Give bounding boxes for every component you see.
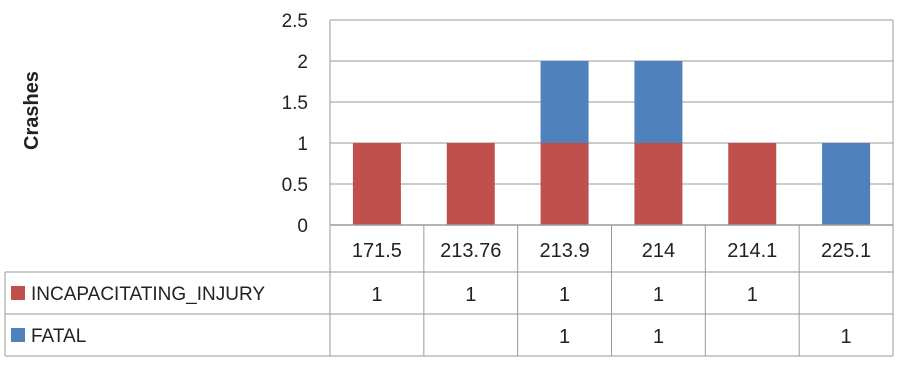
y-tick-label: 0	[297, 216, 308, 237]
bar-incapacitating-injury	[352, 143, 401, 225]
x-tick-label: 213.76	[440, 240, 501, 262]
data-label: 1	[747, 284, 758, 306]
bar-fatal	[822, 143, 871, 225]
bar-incapacitating-injury	[446, 143, 495, 225]
x-tick-label: 213.9	[540, 240, 590, 262]
x-tick-label: 214.1	[727, 240, 777, 262]
data-label: 1	[653, 326, 664, 348]
bar-fatal	[540, 61, 589, 143]
x-tick-label: 225.1	[821, 240, 871, 262]
data-label: 1	[465, 284, 476, 306]
y-tick-label: 2.5	[282, 11, 308, 32]
legend-key	[11, 328, 25, 342]
bar-incapacitating-injury	[728, 143, 777, 225]
bar-fatal	[634, 61, 683, 143]
y-tick-label: 0.5	[282, 175, 308, 196]
data-label: 1	[559, 284, 570, 306]
y-tick-label: 1.5	[282, 93, 308, 114]
legend-label: FATAL	[31, 326, 86, 347]
x-tick-label: 171.5	[352, 240, 402, 262]
y-tick-label: 2	[297, 52, 308, 73]
y-tick-label: 1	[297, 134, 308, 155]
bar-incapacitating-injury	[540, 143, 589, 225]
data-label: 1	[559, 326, 570, 348]
data-label: 1	[371, 284, 382, 306]
x-tick-label: 214	[642, 240, 675, 262]
data-label: 1	[653, 284, 664, 306]
bar-incapacitating-injury	[634, 143, 683, 225]
data-label: 1	[841, 326, 852, 348]
legend-label: INCAPACITATING_INJURY	[31, 284, 265, 305]
legend-key	[11, 286, 25, 300]
y-axis-label: Crashes	[21, 71, 43, 150]
